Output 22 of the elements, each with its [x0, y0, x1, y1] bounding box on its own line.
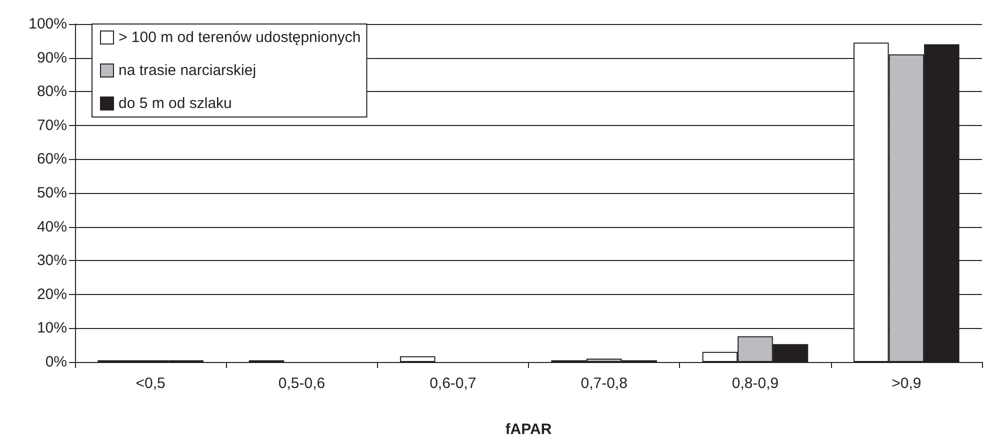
legend-label: do 5 m od szlaku	[118, 95, 232, 112]
x-tick-label: 0,6-0,7	[430, 375, 476, 392]
bar	[400, 356, 436, 362]
y-tick-label: 10%	[36, 320, 67, 337]
y-tick-label: 50%	[36, 184, 67, 202]
x-tick-label: >0,9	[892, 375, 922, 392]
y-tick-label: 70%	[36, 116, 67, 134]
x-axis-title: fAPAR	[505, 421, 552, 438]
x-tick-label: 0,8-0,9	[732, 375, 779, 392]
legend-label: > 100 m od terenów udostępnionych	[118, 29, 361, 46]
y-tick-label: 60%	[36, 150, 67, 168]
y-tick-label: 30%	[36, 252, 67, 270]
x-tick-label: 0,7-0,8	[580, 375, 628, 392]
x-tick-label: 0,5-0,6	[278, 375, 326, 392]
y-tick-label: 90%	[36, 49, 67, 66]
legend-label: na trasie narciarskiej	[118, 62, 256, 79]
y-tick-label: 20%	[36, 286, 67, 303]
y-tick-label: 0%	[45, 354, 67, 370]
y-tick-label: 100%	[28, 16, 67, 32]
y-tick-label: 80%	[36, 83, 67, 100]
x-tick-label: <0,5	[136, 375, 166, 392]
y-tick-label: 40%	[36, 218, 67, 236]
